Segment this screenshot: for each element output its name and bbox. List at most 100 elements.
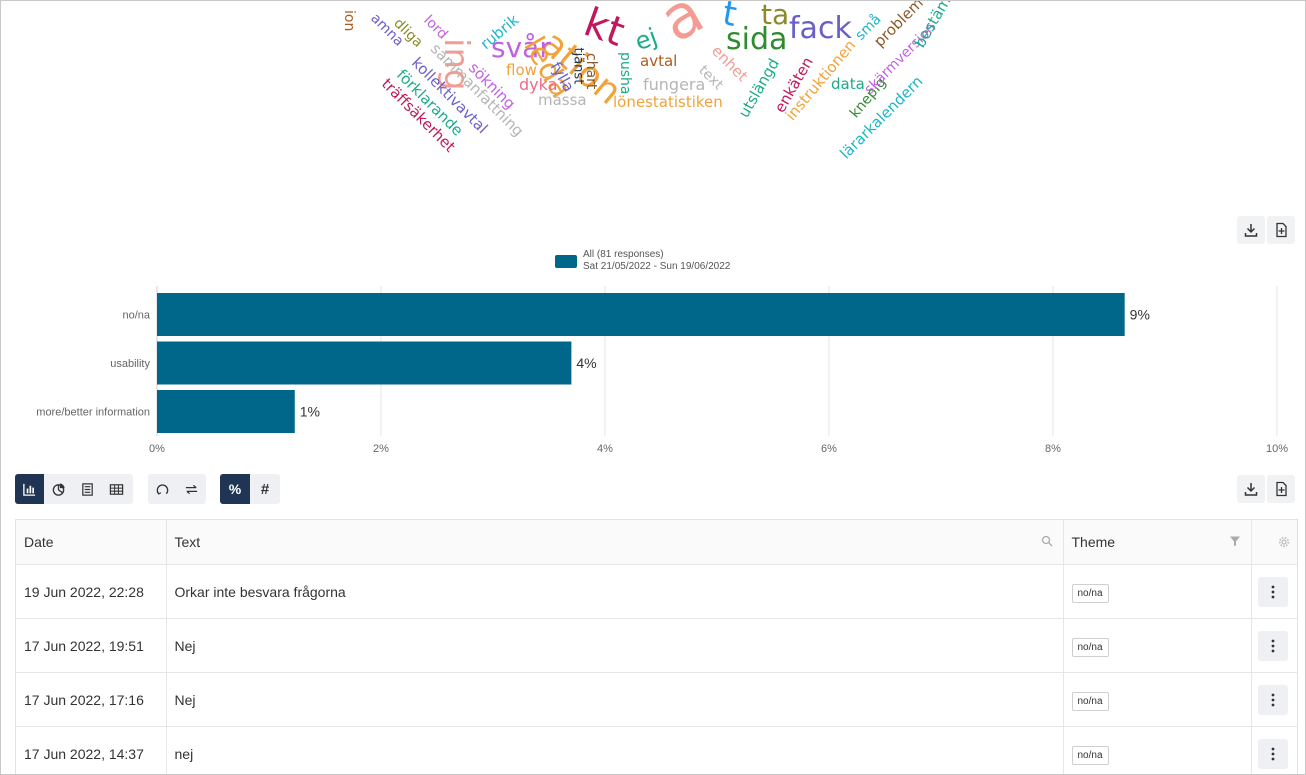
word-cloud-word[interactable]: a <box>648 1 716 57</box>
bar[interactable] <box>157 341 572 385</box>
cell-actions <box>1251 726 1297 774</box>
cell-text-value: Nej <box>174 637 196 654</box>
bar[interactable] <box>157 390 295 433</box>
download-icon <box>1244 483 1258 496</box>
word-cloud-word[interactable]: fungera <box>643 75 706 94</box>
cell-text-value: Orkar inte besvara frågorna <box>174 583 346 600</box>
cell-theme: no/na <box>1063 726 1252 774</box>
search-icon[interactable] <box>1041 535 1053 547</box>
theme-tag[interactable]: no/na <box>1071 692 1109 711</box>
word-cloud-word[interactable]: massa <box>538 91 587 109</box>
column-header-text[interactable]: Text <box>166 520 1064 565</box>
cell-date: 17 Jun 2022, 14:37 <box>16 726 167 774</box>
column-header-theme-label: Theme <box>1071 534 1116 550</box>
word-cloud-word[interactable]: ej <box>631 22 661 57</box>
row-actions-button[interactable] <box>1257 684 1288 715</box>
word-cloud-word[interactable]: ta <box>761 1 790 31</box>
word-cloud-word[interactable]: dyka <box>519 75 558 94</box>
word-cloud-word[interactable]: pusha <box>617 52 633 95</box>
table-export-button[interactable] <box>1267 475 1295 503</box>
cell-theme: no/na <box>1063 672 1252 727</box>
download-button[interactable] <box>1237 216 1265 244</box>
legend-label: All (81 responses) <box>583 249 664 260</box>
swap-icon <box>185 484 198 494</box>
table-row[interactable]: 17 Jun 2022, 14:37 nej no/na <box>16 726 1297 774</box>
list-button[interactable] <box>73 474 102 504</box>
cell-theme: no/na <box>1063 618 1252 673</box>
percent-button[interactable]: % <box>220 474 250 504</box>
bar[interactable] <box>157 293 1125 336</box>
cell-date-text: 17 Jun 2022, 17:16 <box>24 691 144 708</box>
y-tick-label: no/na <box>122 310 150 322</box>
table-row[interactable]: 17 Jun 2022, 19:51 Nej no/na <box>16 618 1297 673</box>
column-header-date-label: Date <box>24 534 54 550</box>
cell-theme: no/na <box>1063 564 1252 619</box>
cell-text: Nej <box>166 672 1064 727</box>
word-cloud-word[interactable]: fack <box>789 11 852 46</box>
table-button[interactable] <box>102 474 131 504</box>
bar-chart-button[interactable] <box>15 474 44 504</box>
word-cloud-word[interactable]: chart <box>583 53 599 90</box>
percent-icon: % <box>228 481 242 497</box>
cell-text: Nej <box>166 618 1064 673</box>
column-header-text-label: Text <box>174 534 201 550</box>
cell-date-text: 17 Jun 2022, 14:37 <box>24 745 144 762</box>
cell-date: 17 Jun 2022, 17:16 <box>16 672 167 727</box>
word-cloud-word[interactable]: sida <box>726 22 788 57</box>
word-cloud-word[interactable]: ion <box>341 10 357 32</box>
cell-actions <box>1251 672 1297 727</box>
pie-chart-button[interactable] <box>44 474 73 504</box>
table-header-row: Date Text Theme <box>16 520 1297 565</box>
row-actions-button[interactable] <box>1257 630 1288 661</box>
table-icon <box>109 483 124 495</box>
export-pdf-button[interactable] <box>1267 216 1295 244</box>
cell-text: nej <box>166 726 1064 774</box>
cell-text-value: Nej <box>174 691 196 708</box>
column-header-theme[interactable]: Theme <box>1063 520 1252 565</box>
cell-date: 17 Jun 2022, 19:51 <box>16 618 167 673</box>
cell-date: 19 Jun 2022, 22:28 <box>16 564 167 619</box>
chart-type-toolbar <box>15 474 133 504</box>
responses-table: Date Text Theme <box>15 519 1298 774</box>
data-label: 1% <box>300 404 320 420</box>
hash-icon: # <box>260 480 270 498</box>
word-cloud-word[interactable]: avtal <box>640 52 678 70</box>
cell-date-text: 19 Jun 2022, 22:28 <box>24 583 144 600</box>
theme-tag[interactable]: no/na <box>1071 746 1109 765</box>
row-actions-button[interactable] <box>1257 576 1288 607</box>
row-actions-button[interactable] <box>1257 738 1288 769</box>
data-label: 4% <box>576 355 596 371</box>
table-download-button[interactable] <box>1237 475 1265 503</box>
word-cloud-word[interactable]: svår <box>491 31 551 64</box>
table-row[interactable]: 17 Jun 2022, 17:16 Nej no/na <box>16 672 1297 727</box>
cell-date-text: 17 Jun 2022, 19:51 <box>24 637 144 654</box>
theme-tag[interactable]: no/na <box>1071 638 1109 657</box>
cell-actions <box>1251 564 1297 619</box>
table-row[interactable]: 19 Jun 2022, 22:28 Orkar inte besvara frå… <box>16 564 1297 619</box>
pie-chart-icon <box>52 482 65 496</box>
count-button[interactable]: # <box>250 474 280 504</box>
download-icon <box>1244 224 1258 237</box>
column-header-date[interactable]: Date <box>16 520 167 565</box>
x-tick-label: 0% <box>149 443 165 455</box>
word-cloud-word[interactable]: kt <box>578 1 631 56</box>
word-cloud-word[interactable]: lönestatistiken <box>613 93 723 111</box>
column-settings[interactable] <box>1251 520 1297 565</box>
x-tick-label: 2% <box>373 443 389 455</box>
filter-icon[interactable] <box>1229 535 1241 547</box>
refresh-button[interactable] <box>148 474 177 504</box>
x-tick-label: 8% <box>1045 443 1061 455</box>
y-tick-label: more/better information <box>36 407 150 419</box>
gear-icon[interactable] <box>1278 536 1290 548</box>
cell-text: Orkar inte besvara frågorna <box>166 564 1064 619</box>
cell-actions <box>1251 618 1297 673</box>
chart-legend[interactable]: All (81 responses) Sat 21/05/2022 - Sun … <box>555 249 730 273</box>
theme-tag[interactable]: no/na <box>1071 584 1109 603</box>
legend-date-range: Sat 21/05/2022 - Sun 19/06/2022 <box>583 261 731 272</box>
swap-button[interactable] <box>177 474 206 504</box>
word-cloud-word[interactable]: flow <box>506 61 537 79</box>
word-cloud-word[interactable]: data <box>831 75 865 93</box>
word-cloud: ing ation kt a t ta sida fack svår leda ej rubrik fl… <box>1 1 1305 166</box>
x-tick-label: 10% <box>1266 443 1288 455</box>
